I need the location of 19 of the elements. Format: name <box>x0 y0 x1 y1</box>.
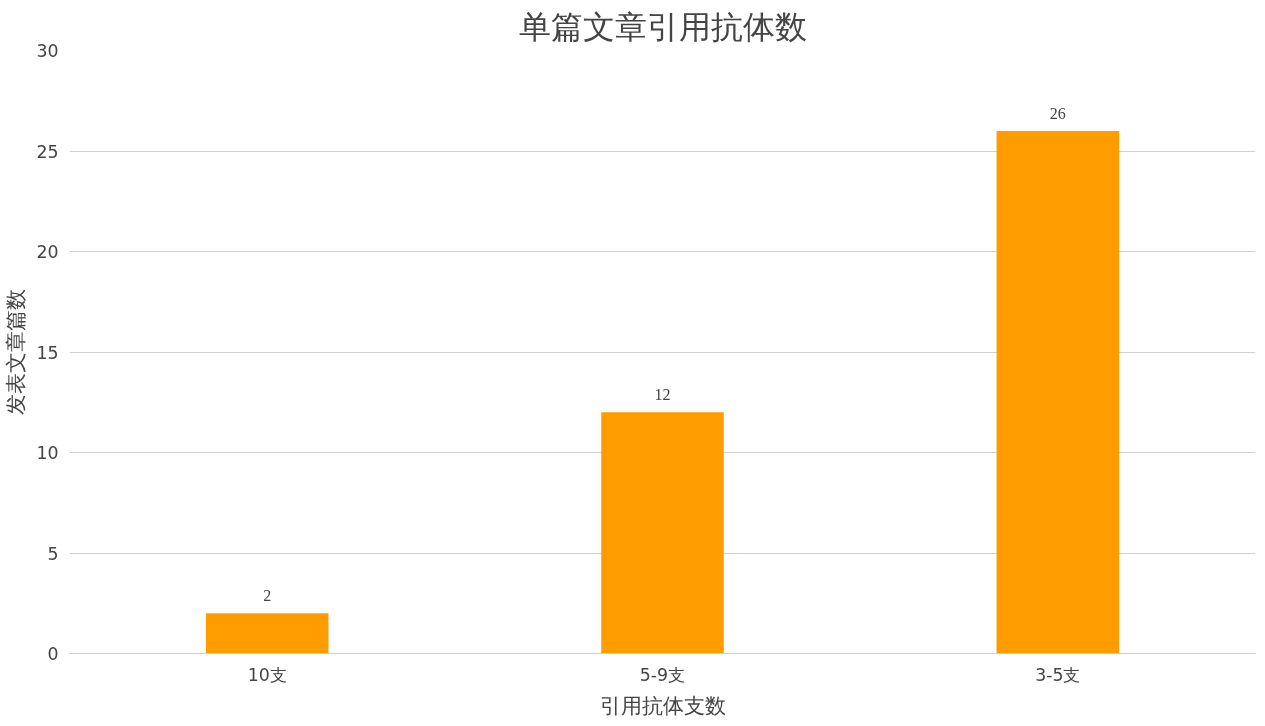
bar <box>996 130 1120 654</box>
data-label: 2 <box>263 587 272 605</box>
chart-title: 单篇文章引用抗体数 <box>518 7 807 46</box>
x-axis-title: 引用抗体支数 <box>599 692 726 718</box>
y-tick-label: 10 <box>36 443 59 463</box>
y-tick-label: 5 <box>47 543 59 564</box>
data-label: 12 <box>654 386 671 404</box>
x-tick-label: 10支 <box>247 664 287 685</box>
x-tick-label: 3-5支 <box>1035 664 1081 685</box>
data-label: 26 <box>1049 104 1066 122</box>
bar <box>205 613 329 654</box>
y-tick-label: 15 <box>36 342 59 363</box>
y-tick-label: 30 <box>36 41 59 61</box>
x-tick-label: 5-9支 <box>639 664 686 685</box>
bar <box>601 412 724 654</box>
y-tick-label: 20 <box>36 242 59 262</box>
y-axis-title: 发表文章篇数 <box>3 289 29 415</box>
y-tick-label: 0 <box>47 644 59 664</box>
y-tick-label: 25 <box>36 141 59 162</box>
